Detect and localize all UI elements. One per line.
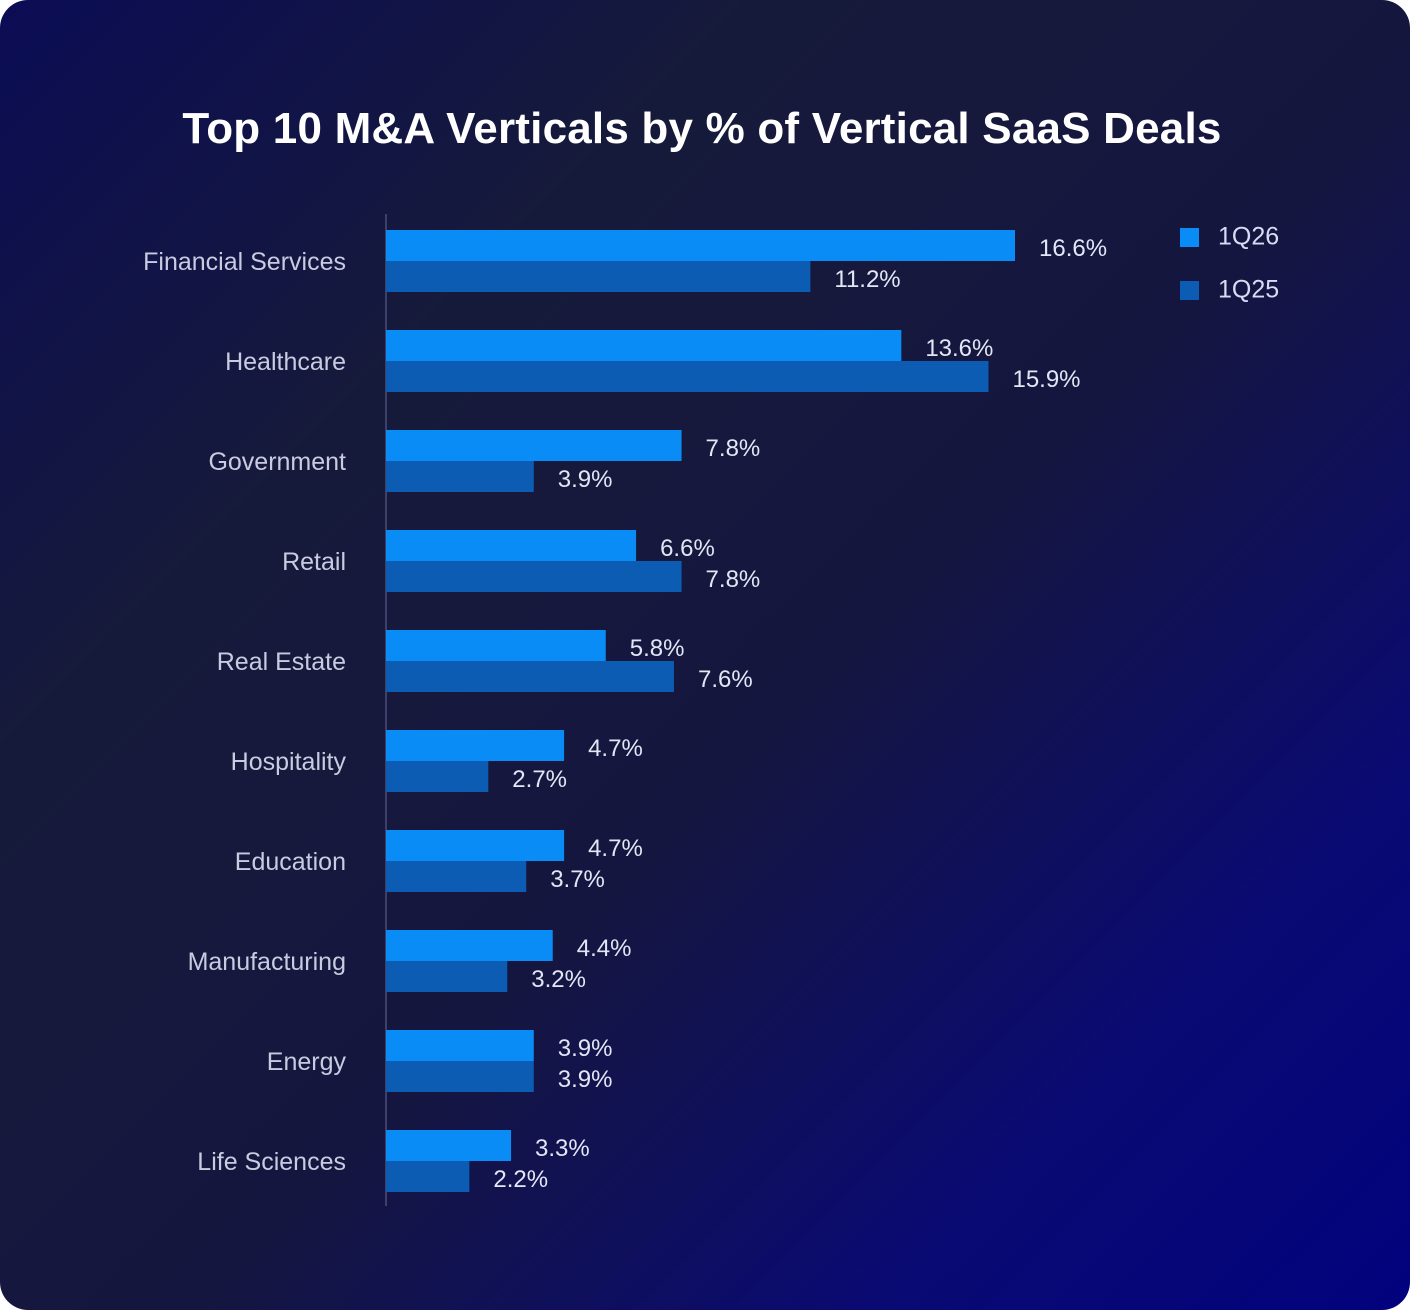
bar-1q26 — [386, 1130, 512, 1161]
bar-1q25 — [386, 1061, 534, 1092]
bar-1q26 — [386, 430, 682, 461]
category-label: Manufacturing — [188, 948, 346, 976]
data-label: 4.4% — [577, 935, 632, 962]
data-label: 3.9% — [558, 466, 613, 493]
data-label: 3.9% — [558, 1035, 613, 1062]
data-label: 7.8% — [706, 566, 761, 593]
data-label: 11.2% — [834, 266, 900, 293]
bar-1q26 — [386, 830, 565, 861]
data-label: 2.7% — [512, 766, 567, 793]
bar-1q26 — [386, 730, 565, 761]
category-label: Energy — [267, 1048, 347, 1076]
bar-1q26 — [386, 630, 606, 661]
data-label: 4.7% — [588, 835, 643, 862]
data-label: 3.2% — [531, 966, 586, 993]
data-label: 3.7% — [550, 866, 605, 893]
data-label: 13.6% — [925, 335, 993, 362]
legend-swatch-1q25 — [1180, 281, 1199, 300]
category-label: Hospitality — [231, 748, 347, 776]
bar-1q25 — [386, 361, 989, 392]
legend-swatch-1q26 — [1180, 228, 1199, 247]
category-label: Government — [208, 448, 346, 476]
chart-title: Top 10 M&A Verticals by % of Vertical Sa… — [182, 104, 1222, 153]
data-label: 15.9% — [1012, 366, 1080, 393]
bar-1q25 — [386, 561, 682, 592]
bar-1q25 — [386, 761, 489, 792]
legend-label: 1Q26 — [1218, 223, 1279, 251]
bar-1q26 — [386, 330, 902, 361]
category-label: Real Estate — [217, 648, 346, 676]
bar-1q25 — [386, 261, 811, 292]
bar-1q25 — [386, 961, 508, 992]
data-label: 3.3% — [535, 1135, 590, 1162]
bar-1q26 — [386, 230, 1015, 261]
data-label: 5.8% — [630, 635, 685, 662]
bar-1q25 — [386, 861, 527, 892]
legend-label: 1Q25 — [1218, 276, 1279, 304]
category-label: Life Sciences — [197, 1148, 346, 1176]
data-label: 16.6% — [1039, 235, 1107, 262]
bar-1q25 — [386, 661, 674, 692]
category-label: Education — [235, 848, 346, 876]
bar-1q26 — [386, 930, 553, 961]
bar-1q26 — [386, 530, 637, 561]
data-label: 7.8% — [706, 435, 761, 462]
bar-1q25 — [386, 461, 534, 492]
category-label: Financial Services — [143, 248, 346, 276]
data-label: 6.6% — [660, 535, 715, 562]
data-label: 2.2% — [493, 1166, 548, 1193]
data-label: 3.9% — [558, 1066, 613, 1093]
category-label: Healthcare — [225, 348, 346, 376]
bar-1q25 — [386, 1161, 470, 1192]
category-label: Retail — [282, 548, 346, 576]
data-label: 4.7% — [588, 735, 643, 762]
data-label: 7.6% — [698, 666, 753, 693]
bar-1q26 — [386, 1030, 534, 1061]
